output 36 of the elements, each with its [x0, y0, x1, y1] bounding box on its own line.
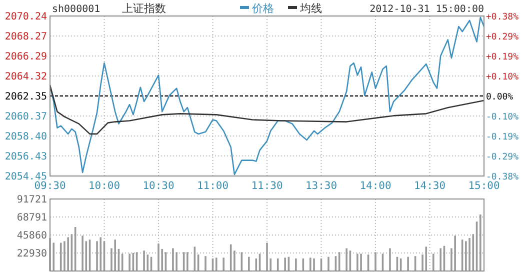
y2-tick-label: +0.38% [486, 12, 520, 22]
y-tick-label: 68791 [16, 212, 47, 224]
y-tick-label: 2068.27 [4, 31, 47, 42]
y2-tick-label: -0.19% [486, 132, 520, 142]
x-tick-label: 14:30 [414, 180, 446, 192]
y-tick-label: 22930 [16, 248, 47, 260]
y2-tick-label: +0.10% [486, 72, 520, 82]
text: 2012-10-31 15:00:00 [370, 4, 484, 15]
y2-tick-label: +0.19% [486, 52, 520, 63]
y-tick-label: 2070.24 [4, 12, 47, 22]
y2-tick-label: +0.29% [486, 32, 520, 43]
x-tick-label: 09:30 [34, 180, 66, 192]
x-tick-label: 14:00 [360, 180, 392, 192]
y-tick-label: 2066.29 [4, 52, 47, 63]
legend-label: 价格 [251, 2, 274, 15]
x-tick-label: 10:00 [88, 180, 120, 192]
y2-tick-label: 0.00% [486, 92, 514, 102]
chart-title: 上证指数 [122, 2, 166, 15]
y-tick-label: 2060.37 [4, 112, 47, 123]
x-tick-label: 11:00 [196, 180, 229, 192]
chart-subtitle: sh000001 [52, 4, 100, 15]
y-tick-label: 45860 [16, 230, 47, 242]
y-tick-label: 91721 [16, 194, 47, 206]
y-tick-label: 2056.43 [4, 151, 47, 162]
y2-tick-label: -0.38% [486, 172, 520, 182]
y-tick-label: 2054.45 [4, 172, 47, 182]
y2-tick-label: -0.29% [486, 152, 520, 162]
x-tick-label: 11:30 [251, 180, 283, 192]
legend-label: 均线 [299, 2, 322, 15]
x-tick-label: 15:00 [468, 180, 500, 192]
y-tick-label: 2062.35 [4, 91, 47, 102]
x-tick-label: 10:30 [142, 180, 174, 192]
y-tick-label: 2064.32 [4, 71, 47, 82]
x-tick-label: 13:30 [305, 180, 338, 192]
y2-tick-label: -0.10% [486, 112, 520, 123]
y-tick-label: 2058.40 [4, 131, 47, 142]
